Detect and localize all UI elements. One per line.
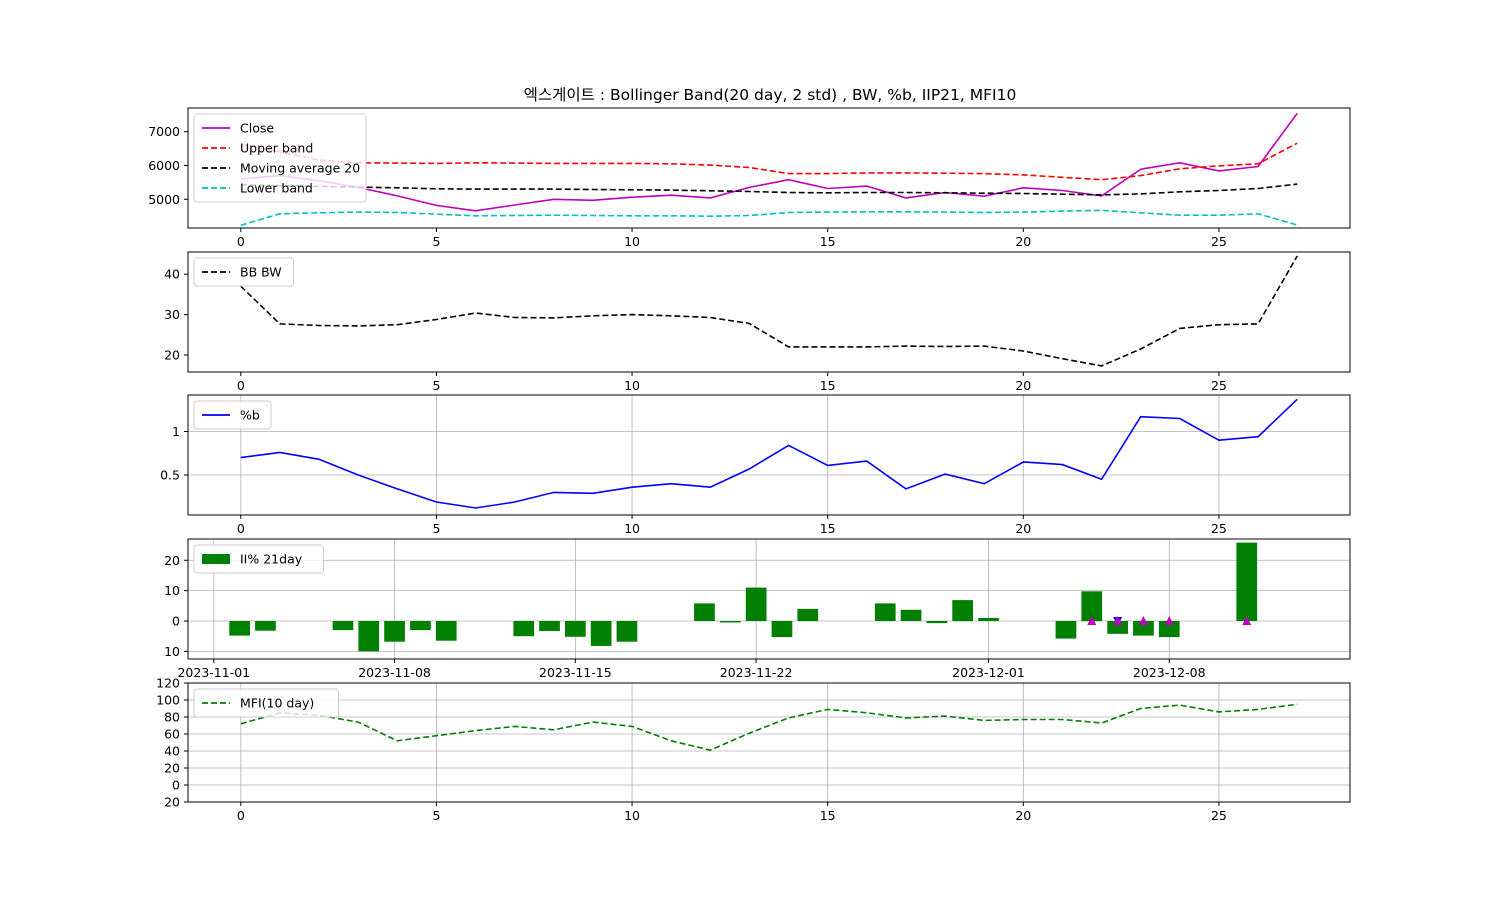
bar	[410, 621, 431, 630]
y-tick-label: 0	[172, 778, 180, 793]
x-tick-label: 25	[1211, 378, 1227, 393]
legend-label: MFI(10 day)	[240, 696, 314, 711]
x-tick-label: 5	[432, 234, 440, 249]
y-tick-label: 30	[164, 307, 180, 322]
legend: BB BW	[194, 258, 294, 286]
bar	[772, 621, 793, 637]
x-tick-label: 0	[237, 234, 245, 249]
x-tick-label: 2023-11-08	[358, 665, 431, 680]
x-tick-label: 10	[624, 234, 640, 249]
x-tick-label: 2023-11-22	[720, 665, 793, 680]
legend-swatch	[202, 554, 230, 564]
legend-label: %b	[240, 408, 260, 423]
bar	[952, 600, 973, 621]
bar	[694, 603, 715, 621]
x-tick-label: 20	[1015, 378, 1031, 393]
legend-label: Moving average 20	[240, 161, 360, 176]
bar	[720, 621, 741, 623]
bar	[229, 621, 250, 636]
x-tick-label: 10	[624, 378, 640, 393]
y-tick-label: 60	[164, 727, 180, 742]
x-tick-label: 25	[1211, 234, 1227, 249]
bar	[797, 609, 818, 621]
x-tick-label: 5	[432, 378, 440, 393]
x-tick-label: 15	[820, 521, 836, 536]
bar	[384, 621, 405, 642]
bar	[255, 621, 276, 631]
legend-label: BB BW	[240, 265, 282, 280]
legend: Close Upper band Moving average 20 Lower ba…	[194, 114, 366, 202]
chart-title: 엑스게이트 : Bollinger Band(20 day, 2 std) , …	[524, 86, 1017, 104]
bar	[978, 618, 999, 621]
y-tick-label: 5000	[148, 192, 180, 207]
x-tick-label: 15	[820, 378, 836, 393]
y-tick-label: 6000	[148, 158, 180, 173]
x-tick-label: 2023-11-01	[177, 665, 250, 680]
x-tick-label: 20	[1015, 234, 1031, 249]
x-tick-label: 0	[237, 808, 245, 823]
y-tick-label: 120	[156, 676, 180, 691]
y-tick-label: 20	[164, 761, 180, 776]
y-tick-label: 80	[164, 710, 180, 725]
legend-label: II% 21day	[240, 552, 303, 567]
x-tick-label: 0	[237, 521, 245, 536]
x-tick-label: 10	[624, 521, 640, 536]
y-tick-label: 40	[164, 267, 180, 282]
y-tick-label: 10	[164, 583, 180, 598]
y-tick-label: 100	[156, 693, 180, 708]
legend-label: Lower band	[240, 181, 313, 196]
y-tick-label: 10	[164, 644, 180, 659]
legend-label: Close	[240, 121, 274, 136]
bar	[875, 603, 896, 621]
y-tick-label: 20	[164, 348, 180, 363]
bar	[617, 621, 638, 642]
bar	[358, 621, 379, 651]
x-tick-label: 10	[624, 808, 640, 823]
y-tick-label: 1	[172, 424, 180, 439]
bar	[565, 621, 586, 637]
y-tick-label: 0	[172, 614, 180, 629]
bar	[539, 621, 560, 631]
bar	[746, 588, 767, 621]
bar	[436, 621, 457, 641]
x-tick-label: 2023-12-08	[1133, 665, 1206, 680]
x-tick-label: 5	[432, 521, 440, 536]
legend: %b	[194, 401, 271, 429]
bar	[591, 621, 612, 646]
y-tick-label: 20	[164, 795, 180, 810]
y-tick-label: 0.5	[160, 468, 180, 483]
x-tick-label: 2023-11-15	[539, 665, 612, 680]
x-tick-label: 20	[1015, 808, 1031, 823]
bar	[333, 621, 354, 630]
bar	[1056, 621, 1077, 639]
legend: II% 21day	[194, 545, 324, 573]
x-tick-label: 15	[820, 808, 836, 823]
x-tick-label: 15	[820, 234, 836, 249]
bar	[927, 621, 948, 623]
x-tick-label: 25	[1211, 808, 1227, 823]
y-tick-label: 20	[164, 553, 180, 568]
x-tick-label: 5	[432, 808, 440, 823]
x-tick-label: 20	[1015, 521, 1031, 536]
y-tick-label: 7000	[148, 124, 180, 139]
bar	[513, 621, 534, 636]
x-tick-label: 2023-12-01	[952, 665, 1025, 680]
legend-label: Upper band	[240, 141, 313, 156]
y-tick-label: 40	[164, 744, 180, 759]
bar	[901, 610, 922, 621]
bar	[1236, 543, 1257, 621]
x-tick-label: 25	[1211, 521, 1227, 536]
legend: MFI(10 day)	[194, 689, 339, 717]
x-tick-label: 0	[237, 378, 245, 393]
